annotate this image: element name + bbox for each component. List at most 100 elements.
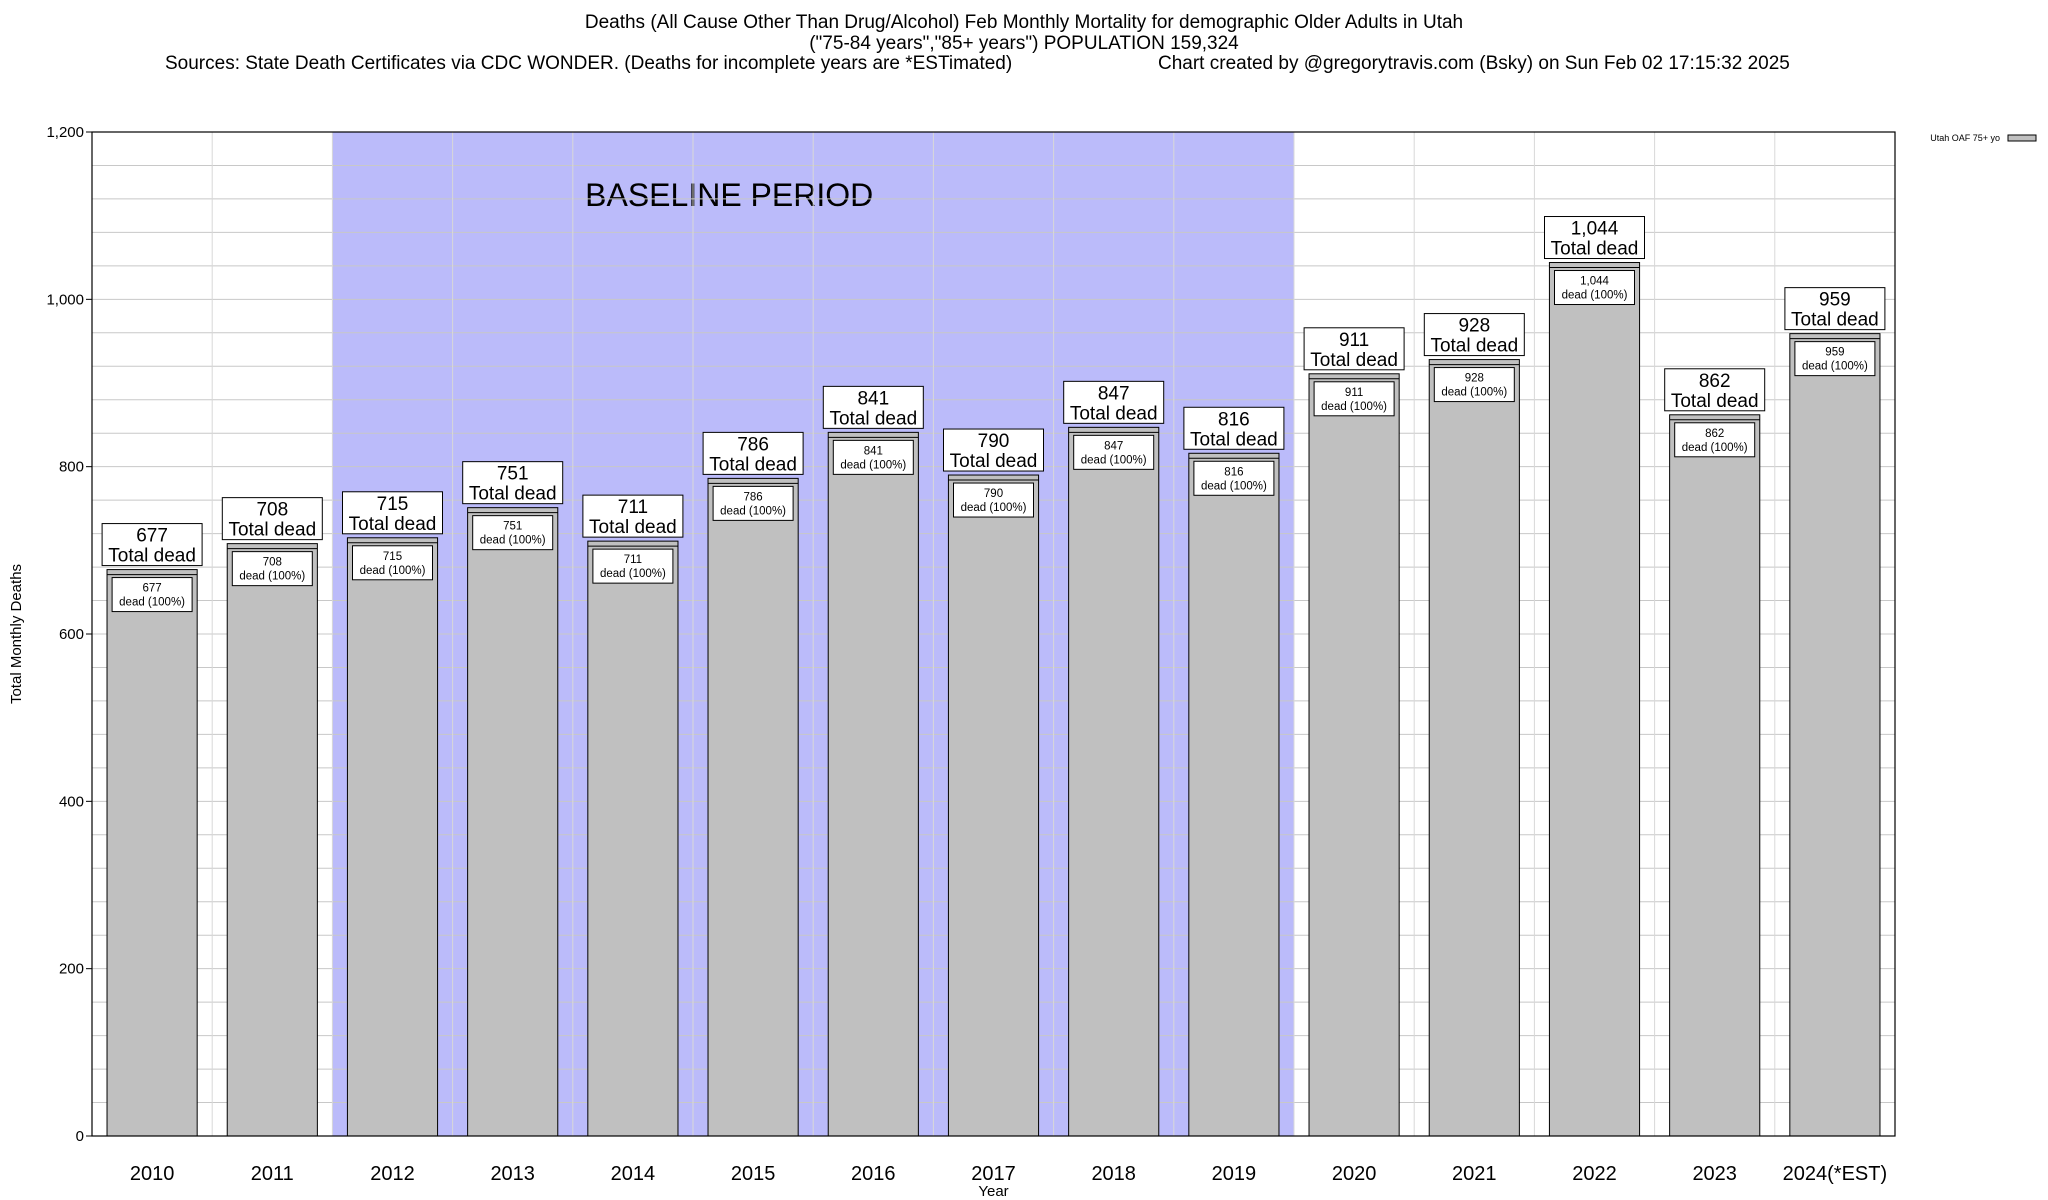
bar [1308, 373, 1400, 1137]
top-total-label: Total dead [829, 408, 917, 429]
inner-label-box [1193, 460, 1275, 496]
inner-label-box [953, 482, 1034, 518]
inner-value-label: 959 [1825, 347, 1844, 359]
top-value-label: 959 [1819, 290, 1851, 311]
x-tick-label: 2014 [611, 1163, 656, 1185]
y-tick-label: 400 [59, 793, 84, 810]
top-value-label: 751 [497, 464, 529, 485]
inner-value-label: 715 [383, 551, 402, 563]
inner-label-box [352, 545, 433, 581]
top-total-label: Total dead [709, 454, 797, 475]
inner-label-box [1433, 367, 1515, 403]
top-total-label: Total dead [950, 451, 1038, 472]
inner-label-box [472, 515, 554, 551]
top-value-label: 847 [1098, 383, 1130, 404]
inner-label-box [592, 548, 674, 584]
y-tick-label: 800 [59, 459, 84, 476]
top-total-label: Total dead [349, 514, 437, 535]
inner-percent-label: dead (100%) [1441, 387, 1507, 399]
chart-credit: Chart created by @gregorytravis.com (Bsk… [1158, 53, 1790, 74]
top-label-box [342, 491, 443, 535]
inner-value-label: 847 [1104, 440, 1123, 452]
inner-percent-label: dead (100%) [1562, 290, 1628, 302]
inner-label-box [1674, 422, 1756, 458]
top-label-box [1784, 287, 1886, 331]
inner-percent-label: dead (100%) [720, 505, 786, 517]
bar [106, 569, 198, 1137]
bar [346, 537, 439, 1137]
top-label-box [221, 497, 323, 541]
x-tick-label: 2018 [1091, 1163, 1136, 1185]
inner-value-label: 708 [263, 557, 282, 569]
top-value-label: 715 [377, 494, 409, 515]
inner-label-box [1313, 381, 1395, 417]
x-tick-label: 2010 [130, 1163, 175, 1185]
top-label-box [582, 494, 684, 538]
top-total-label: Total dead [1791, 310, 1879, 331]
inner-percent-label: dead (100%) [1081, 454, 1147, 466]
y-tick-label: 0 [76, 1128, 84, 1145]
x-tick-label: 2024(*EST) [1783, 1163, 1888, 1185]
top-total-label: Total dead [228, 520, 316, 541]
inner-percent-label: dead (100%) [1201, 480, 1267, 492]
top-value-label: 677 [136, 526, 168, 547]
top-label-box [1303, 327, 1405, 371]
inner-percent-label: dead (100%) [1682, 442, 1748, 454]
inner-value-label: 711 [624, 554, 642, 566]
bar [707, 477, 799, 1137]
legend-swatch [2007, 134, 2037, 142]
top-label-box [702, 431, 804, 475]
top-label-box [101, 523, 203, 567]
x-tick-label: 2020 [1332, 1163, 1377, 1185]
top-total-label: Total dead [1671, 391, 1759, 412]
inner-value-label: 841 [864, 445, 883, 457]
x-tick-label: 2021 [1452, 1163, 1497, 1185]
top-value-label: 1,044 [1571, 219, 1619, 240]
x-tick-label: 2019 [1212, 1163, 1257, 1185]
y-tick-label: 200 [59, 961, 84, 978]
bar [467, 507, 559, 1137]
top-total-label: Total dead [1190, 429, 1278, 450]
top-label-box [1544, 216, 1645, 260]
top-label-box [462, 461, 564, 505]
bar [226, 543, 318, 1137]
inner-label-box [231, 551, 313, 587]
x-tick-label: 2017 [971, 1163, 1016, 1185]
bar [1428, 359, 1520, 1137]
chart-title: Deaths (All Cause Other Than Drug/Alcoho… [584, 12, 1464, 33]
inner-percent-label: dead (100%) [480, 535, 546, 547]
bar [1669, 414, 1761, 1137]
bar [1188, 452, 1280, 1137]
top-total-label: Total dead [1070, 403, 1158, 424]
bar [827, 431, 919, 1137]
legend-label: Utah OAF 75+ yo [1930, 133, 2000, 143]
x-tick-label: 2011 [251, 1163, 294, 1185]
top-label-box [943, 428, 1044, 472]
inner-label-box [1073, 434, 1155, 470]
inner-label-box [712, 485, 794, 521]
chart-subtitle: ("75-84 years","85+ years") POPULATION 1… [809, 33, 1239, 54]
inner-value-label: 786 [744, 491, 763, 503]
top-value-label: 928 [1458, 316, 1490, 337]
bar [1548, 262, 1641, 1137]
top-value-label: 786 [737, 434, 769, 455]
top-label-box [1063, 380, 1165, 424]
inner-label-box [832, 439, 914, 475]
bar [587, 540, 679, 1137]
inner-percent-label: dead (100%) [961, 502, 1027, 514]
top-value-label: 790 [978, 431, 1010, 452]
y-axis-label: Total Monthly Deaths [8, 564, 25, 704]
inner-value-label: 911 [1345, 387, 1363, 399]
x-axis-label: Year [978, 1183, 1008, 1200]
top-label-box [1664, 368, 1766, 412]
inner-percent-label: dead (100%) [239, 571, 305, 583]
inner-value-label: 751 [503, 521, 522, 533]
inner-label-box [111, 577, 193, 613]
inner-percent-label: dead (100%) [360, 565, 426, 577]
top-label-box [1423, 313, 1525, 357]
inner-percent-label: dead (100%) [1802, 361, 1868, 373]
inner-percent-label: dead (100%) [840, 459, 906, 471]
top-label-box [822, 385, 924, 429]
top-value-label: 841 [857, 388, 889, 409]
